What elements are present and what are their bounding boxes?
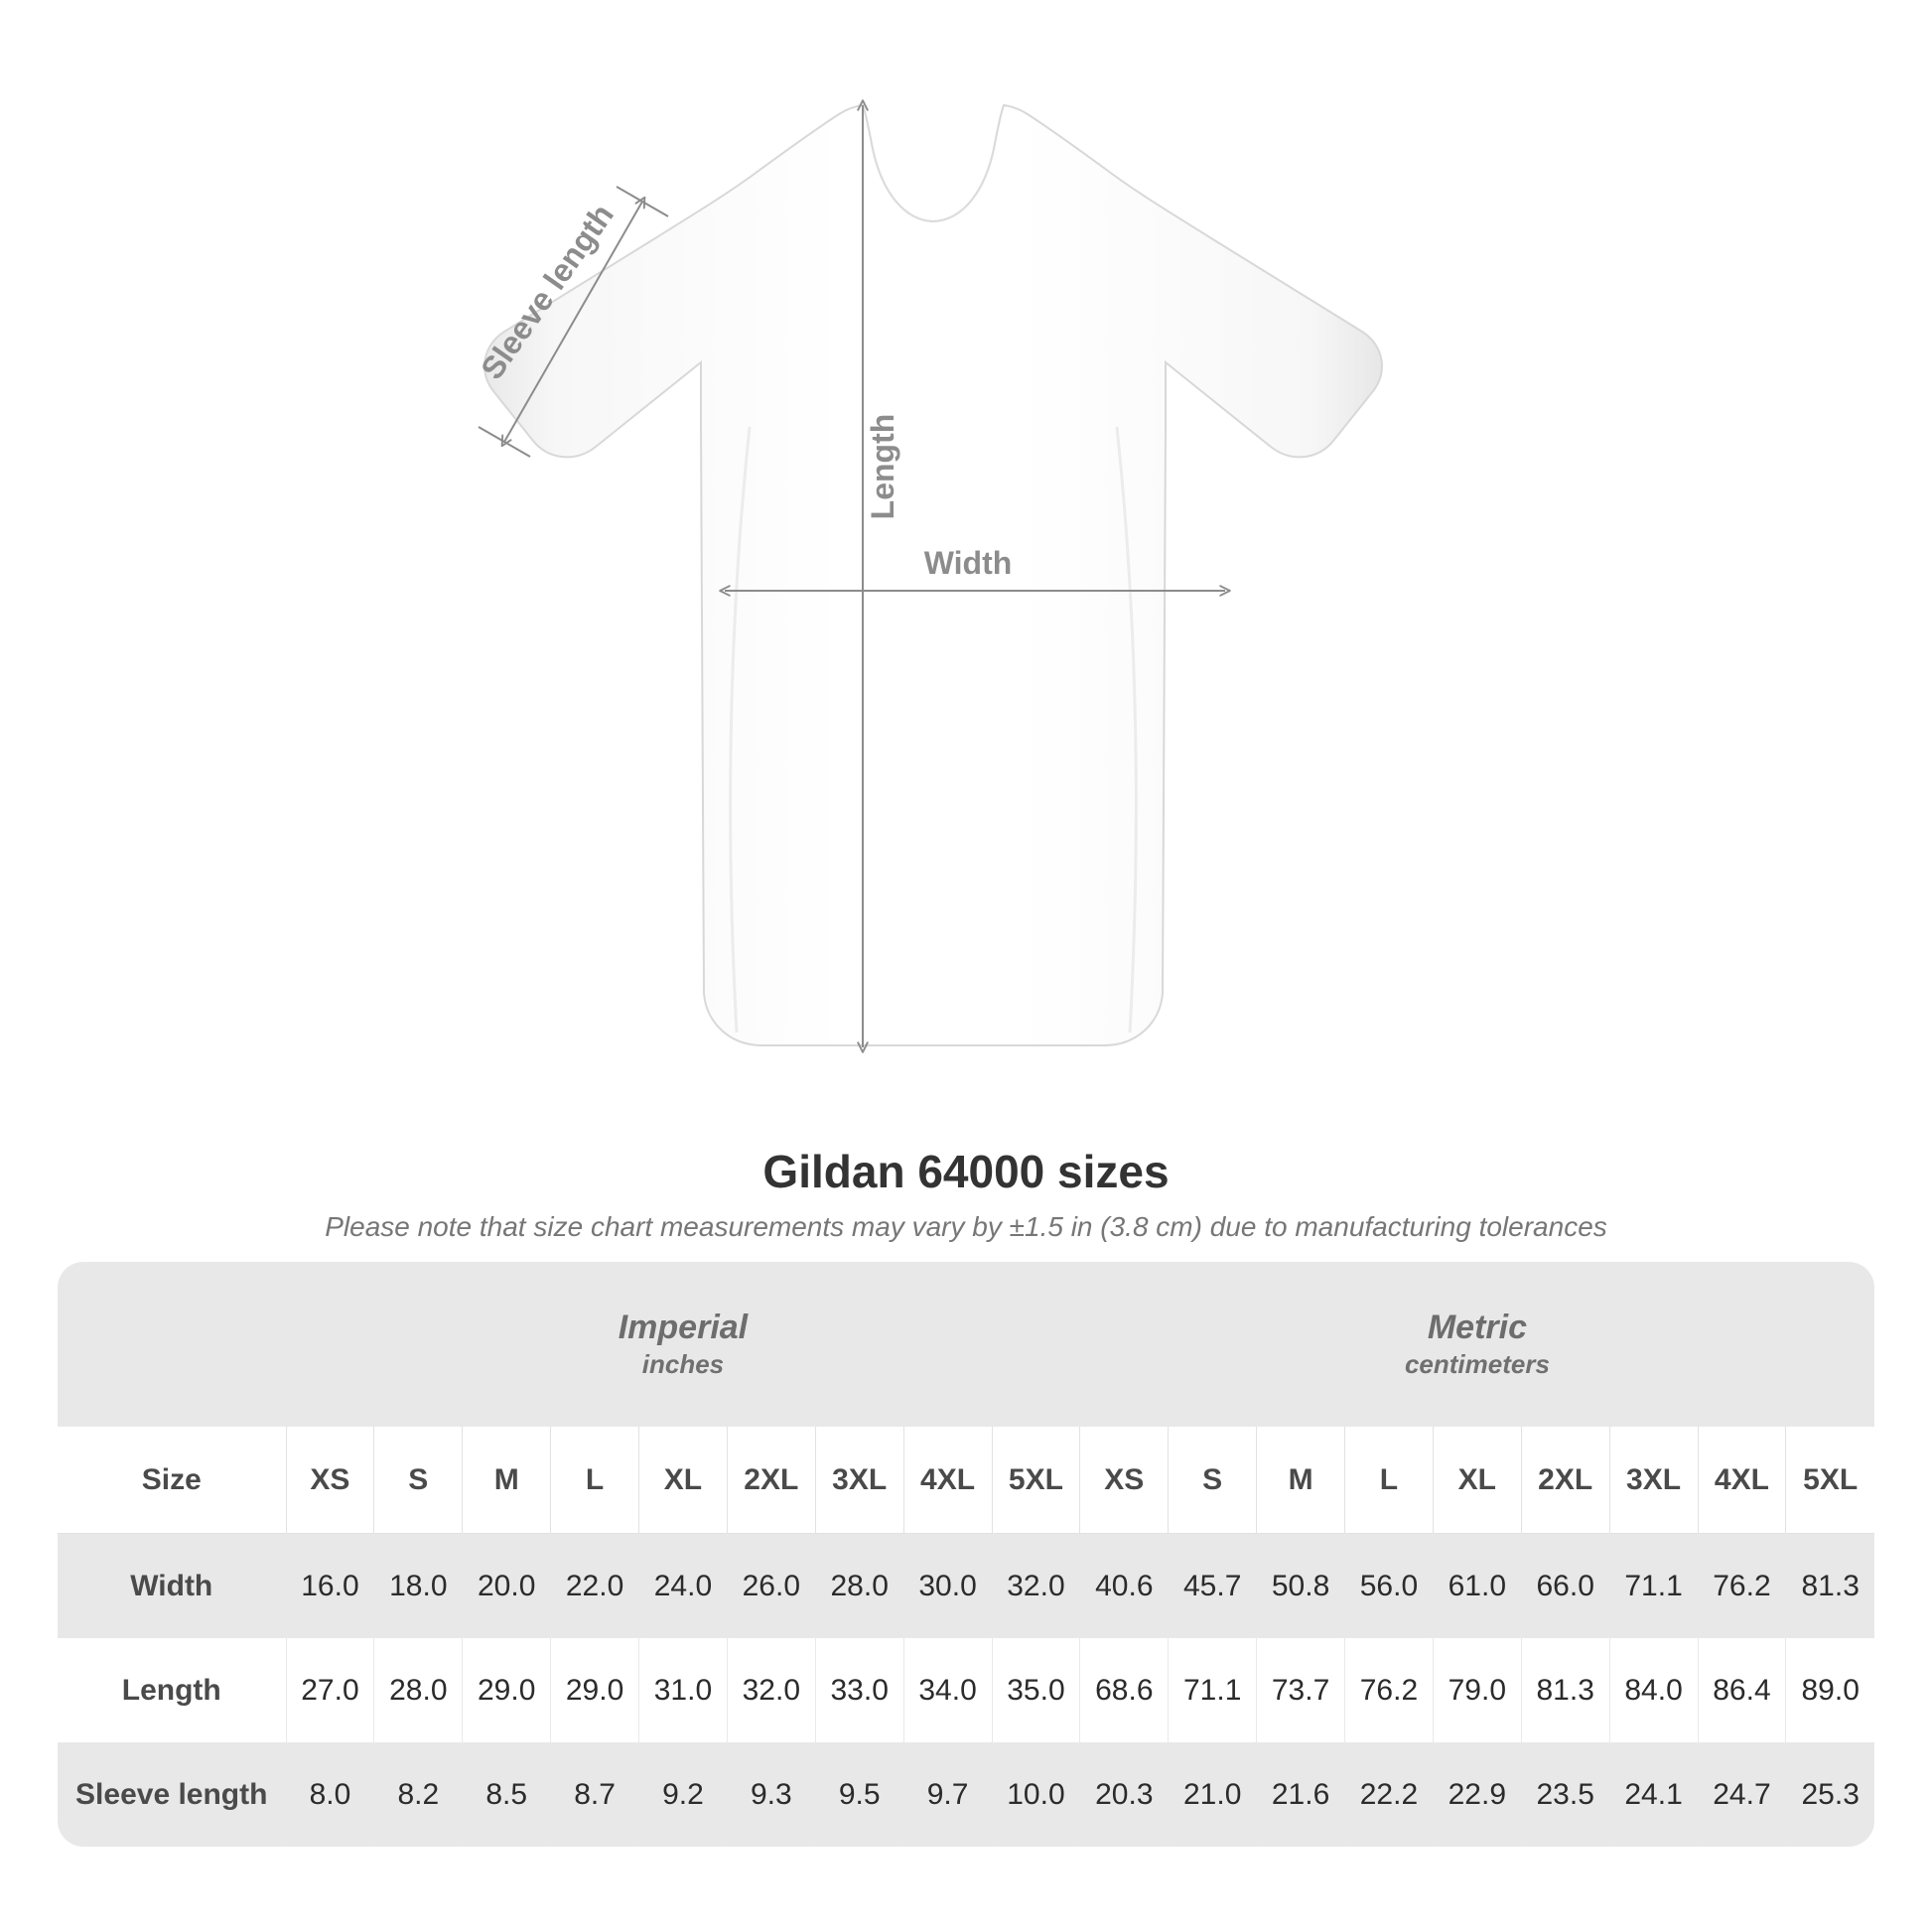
svg-text:Length: Length (865, 414, 900, 520)
svg-text:Width: Width (924, 545, 1013, 581)
